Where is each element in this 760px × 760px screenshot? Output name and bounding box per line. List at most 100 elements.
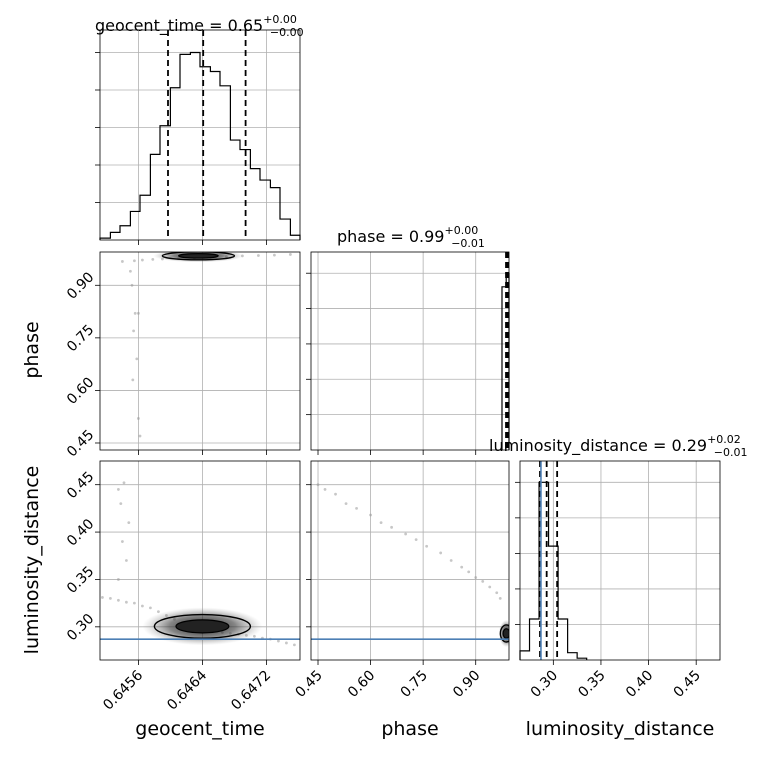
sample-point bbox=[121, 260, 124, 263]
panel-content bbox=[121, 252, 292, 438]
sample-point bbox=[119, 502, 123, 506]
sample-point bbox=[130, 283, 134, 287]
panel-frame bbox=[99, 460, 301, 661]
sample-point bbox=[323, 488, 327, 491]
x-tick-label: 0.90 bbox=[450, 668, 483, 701]
sample-point bbox=[125, 600, 128, 604]
title-luminosity-distance: luminosity_distance = 0.29+0.02 −0.01 bbox=[489, 433, 748, 459]
panel-frame bbox=[310, 460, 510, 661]
x-tick-label: 0.45 bbox=[671, 668, 704, 701]
sample-point bbox=[149, 606, 152, 610]
sample-point bbox=[157, 610, 160, 614]
sample-point bbox=[141, 258, 144, 262]
x-tick-label: 0.6456 bbox=[100, 667, 146, 713]
sample-point bbox=[122, 481, 126, 485]
sample-point bbox=[334, 492, 337, 496]
sample-point bbox=[141, 604, 144, 608]
sample-point bbox=[404, 532, 408, 536]
sample-point bbox=[131, 378, 135, 382]
sample-point bbox=[460, 565, 464, 569]
sample-point bbox=[481, 579, 485, 583]
sample-point bbox=[138, 434, 142, 438]
sample-point bbox=[137, 311, 140, 315]
panel-frame bbox=[310, 251, 510, 451]
title-phase: phase = 0.99+0.00 −0.01 bbox=[337, 224, 485, 250]
sample-point bbox=[316, 483, 320, 487]
sample-point bbox=[488, 585, 492, 589]
sample-point bbox=[137, 417, 140, 420]
x-tick-label: 0.40 bbox=[623, 668, 656, 701]
sample-point bbox=[135, 357, 139, 361]
xlabel-phase: phase bbox=[381, 718, 438, 740]
sample-point bbox=[117, 488, 120, 491]
x-tick-label: 0.6472 bbox=[228, 668, 274, 714]
y-tick-label: 0.40 bbox=[64, 516, 97, 549]
panel-geocent_time-hist bbox=[95, 29, 301, 245]
x-tick-label: 0.75 bbox=[398, 668, 431, 701]
panel-geocent_time-vs-phase: 0.45 0.60 0.75 0.90 bbox=[64, 251, 301, 460]
sample-point bbox=[467, 570, 471, 574]
sample-point bbox=[133, 601, 136, 605]
y-tick-label: 0.90 bbox=[64, 269, 97, 302]
x-tick-label: 0.35 bbox=[575, 668, 608, 701]
y-tick-label: 0.45 bbox=[64, 469, 97, 502]
ylabel-luminosity-distance: luminosity_distance bbox=[21, 466, 43, 655]
ylabel-phase: phase bbox=[21, 321, 43, 378]
sample-point bbox=[273, 253, 276, 257]
contour-inner bbox=[502, 628, 509, 639]
xlabel-luminosity-distance: luminosity_distance bbox=[526, 718, 715, 740]
sample-point bbox=[474, 576, 478, 579]
sample-point bbox=[277, 639, 280, 643]
panel-frame bbox=[99, 251, 301, 451]
title-geocent-time: geocent_time = 0.65+0.00 −0.00 bbox=[95, 13, 304, 39]
sample-point bbox=[355, 506, 358, 510]
contour-inner bbox=[177, 253, 219, 259]
y-tick-label: 0.75 bbox=[64, 322, 97, 355]
sample-point bbox=[495, 591, 499, 595]
sample-point bbox=[132, 329, 136, 333]
contour-inner bbox=[175, 619, 230, 634]
y-tick-label: 0.60 bbox=[64, 374, 97, 407]
x-tick-label: 0.60 bbox=[345, 668, 378, 701]
sample-point bbox=[109, 597, 112, 600]
panel-content bbox=[316, 483, 509, 648]
sample-point bbox=[129, 269, 132, 273]
sample-point bbox=[257, 254, 260, 257]
sample-point bbox=[369, 513, 372, 517]
x-tick-label: 0.6464 bbox=[164, 667, 210, 713]
sample-point bbox=[390, 525, 394, 529]
sample-point bbox=[127, 521, 131, 524]
panel-phase-vs-luminosity_distance: 0.45 0.60 0.75 0.90 bbox=[292, 460, 510, 701]
sample-point bbox=[449, 559, 453, 562]
sample-point bbox=[498, 597, 502, 600]
y-tick-label: 0.30 bbox=[64, 611, 97, 644]
sample-point bbox=[425, 544, 429, 548]
x-tick-label: 0.30 bbox=[528, 668, 561, 701]
xlabel-geocent-time: geocent_time bbox=[135, 718, 264, 740]
y-tick-label: 0.45 bbox=[64, 427, 97, 460]
panel-phase-hist bbox=[306, 251, 510, 455]
y-tick-label: 0.35 bbox=[64, 563, 97, 596]
sample-point bbox=[439, 551, 443, 555]
sample-point bbox=[285, 641, 288, 645]
histogram-geocent_time bbox=[99, 51, 301, 240]
panel-frame bbox=[99, 29, 301, 241]
histogram-luminosity_distance bbox=[519, 481, 588, 660]
sample-point bbox=[379, 521, 383, 524]
panel-content bbox=[101, 481, 296, 647]
sample-point bbox=[121, 540, 124, 543]
x-tick-label: 0.45 bbox=[292, 668, 325, 701]
panel-geocent_time-vs-luminosity_distance: 0.30 0.35 0.40 0.45 0.6456 0.6464 0.6472 bbox=[64, 460, 301, 714]
sample-point bbox=[293, 643, 296, 647]
panel-frame bbox=[519, 460, 721, 661]
sample-point bbox=[133, 311, 137, 315]
sample-point bbox=[125, 559, 128, 562]
sample-point bbox=[151, 257, 155, 261]
contour-outer bbox=[499, 624, 509, 643]
contour-outer bbox=[153, 613, 252, 639]
sample-point bbox=[101, 596, 104, 599]
contour-outer bbox=[161, 252, 236, 261]
panel-luminosity_distance-hist: 0.30 0.35 0.40 0.45 bbox=[515, 460, 721, 701]
sample-point bbox=[117, 598, 120, 602]
